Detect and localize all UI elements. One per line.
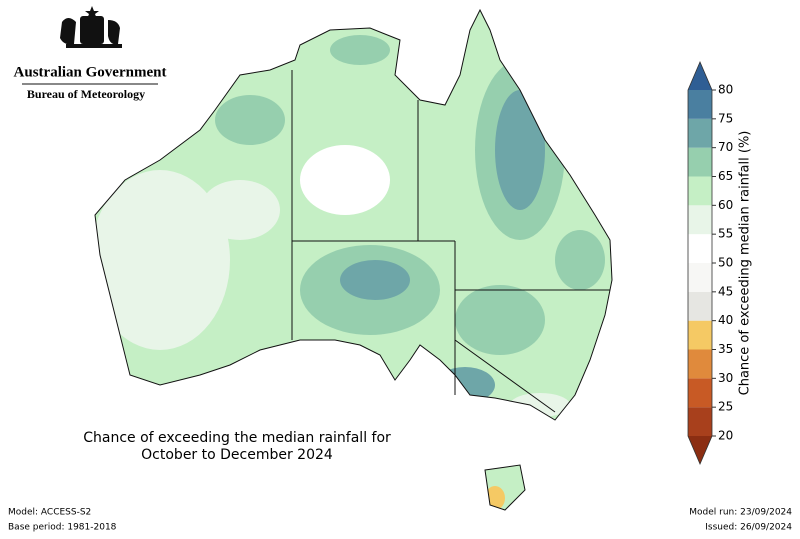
colorbar-segment: [688, 234, 712, 263]
colorbar-tick-label: 55: [718, 227, 733, 241]
base-period: Base period: 1981-2018: [8, 523, 117, 533]
colorbar-tick-label: 75: [718, 111, 733, 125]
colorbar-segment: [688, 147, 712, 177]
colorbar-segment: [688, 378, 712, 408]
colorbar-label: Chance of exceeding median rainfall (%): [738, 131, 753, 396]
colorbar: 20 25 30 35 40 45 50 55 60 65 70 75 80: [687, 60, 733, 466]
colorbar-tick-label: 35: [718, 342, 733, 356]
colorbar-tick-label: 20: [718, 429, 733, 443]
model-run: Model run: 23/09/2024: [689, 508, 792, 518]
model-name: Model: ACCESS-S2: [8, 508, 91, 518]
colorbar-segment: [688, 291, 712, 321]
colorbar-segment: [688, 118, 712, 148]
colorbar-tick-label: 50: [718, 256, 733, 270]
colorbar-segment: [688, 176, 712, 206]
map-title: October to December 2024: [141, 447, 333, 463]
colorbar-tick-label: 80: [718, 83, 733, 97]
colorbar-segment: [688, 205, 712, 235]
colorbar-segment: [688, 320, 712, 350]
colorbar-tick-label: 45: [718, 284, 733, 298]
colorbar-segment: [688, 90, 712, 119]
colorbar-tick-label: 30: [718, 371, 733, 385]
agency-name: Australian Government: [14, 64, 167, 80]
colorbar-segment: [688, 349, 712, 379]
bureau-name: Bureau of Meteorology: [27, 87, 145, 101]
colorbar-tick-label: 40: [718, 313, 733, 327]
colorbar-segment: [688, 407, 712, 436]
map-title: Chance of exceeding the median rainfall …: [83, 430, 391, 446]
issue-date: Issued: 26/09/2024: [705, 523, 792, 533]
colorbar-over-arrow: [688, 62, 712, 90]
colorbar-tick-label: 70: [718, 140, 733, 154]
colorbar-tick-label: 60: [718, 198, 733, 212]
state-borders: [291, 70, 610, 413]
colorbar-tick-label: 25: [718, 400, 733, 414]
colorbar-under-arrow: [688, 436, 712, 464]
coastline: [94, 8, 613, 511]
coat-of-arms: [60, 6, 122, 48]
colorbar-segment: [688, 263, 712, 292]
colorbar-tick-label: 65: [718, 169, 733, 183]
